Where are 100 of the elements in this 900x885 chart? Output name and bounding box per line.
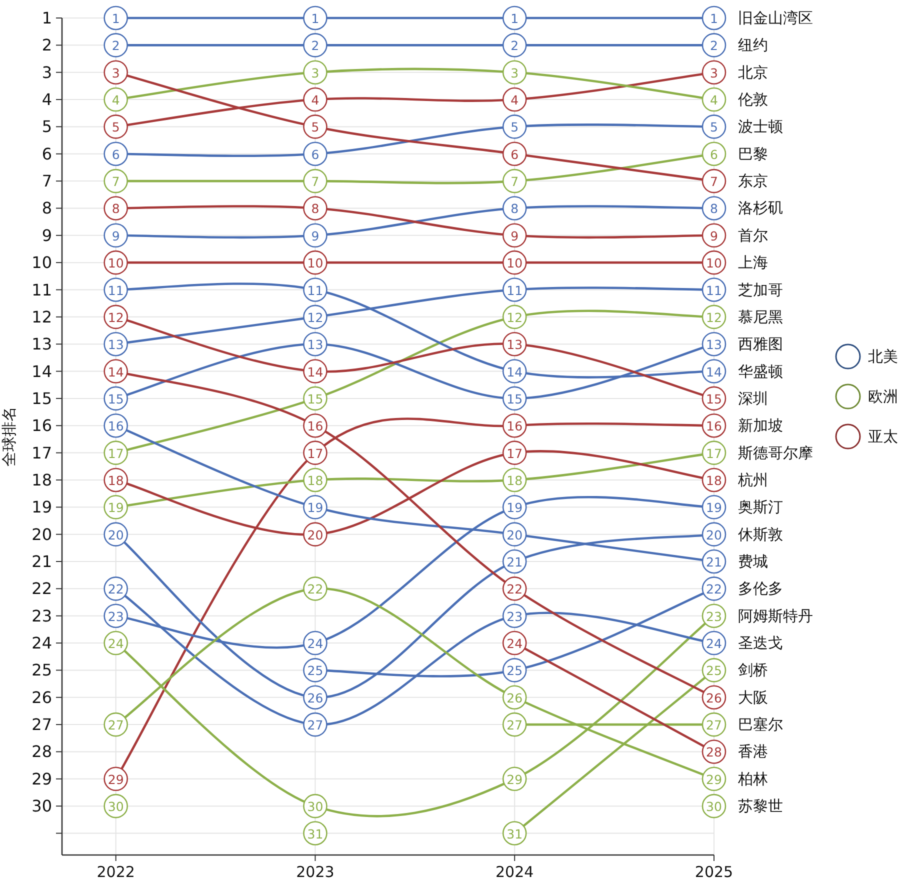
data-label: 20	[506, 527, 523, 542]
data-label: 27	[108, 718, 124, 733]
point	[702, 6, 726, 30]
point	[303, 33, 328, 58]
data-label: 3	[710, 65, 718, 80]
data-label: 12	[108, 310, 124, 325]
data-label: 3	[510, 65, 519, 80]
series-label: 首尔	[738, 226, 768, 244]
data-label: 7	[710, 174, 718, 190]
series-label: 香港	[738, 742, 768, 761]
data-label: 10	[307, 256, 324, 271]
point	[702, 168, 726, 194]
data-label: 10	[108, 256, 124, 271]
series-label: 华盛顿	[738, 362, 783, 380]
y-tick-label: 30	[32, 796, 52, 816]
data-label: 8	[710, 201, 718, 216]
data-label: 9	[710, 228, 718, 244]
y-tick-label: 3	[42, 62, 52, 82]
data-label: 14	[506, 364, 523, 380]
series-label: 圣迭戈	[738, 634, 783, 652]
data-label: 9	[112, 228, 120, 244]
data-label: 20	[307, 527, 324, 542]
series-label: 洛杉矶	[738, 199, 783, 218]
point	[702, 114, 726, 139]
series-label: 深圳	[738, 389, 768, 408]
data-label: 25	[506, 663, 523, 678]
series-label: 波士顿	[738, 118, 783, 136]
y-tick-label: 19	[32, 498, 52, 517]
series-label: 巴黎	[738, 144, 768, 163]
y-tick-label: 27	[32, 715, 52, 734]
data-label: 15	[706, 391, 722, 406]
data-label: 17	[108, 446, 124, 461]
data-label: 15	[307, 391, 324, 406]
y-tick-label: 12	[32, 307, 52, 326]
data-label: 15	[506, 391, 523, 406]
y-tick-label: 9	[42, 226, 52, 245]
data-label: 21	[506, 554, 523, 570]
y-tick-label: 1	[42, 8, 52, 28]
data-label: 24	[108, 636, 124, 652]
data-label: 30	[307, 799, 324, 814]
y-tick-label: 18	[32, 470, 52, 490]
data-label: 16	[307, 418, 324, 434]
data-label: 29	[706, 772, 722, 787]
data-label: 24	[506, 636, 523, 652]
y-tick-label: 10	[32, 253, 52, 272]
data-label: 14	[706, 364, 722, 380]
data-label: 25	[706, 663, 722, 678]
data-label: 22	[706, 582, 722, 597]
data-label: 4	[510, 92, 519, 108]
series-label: 伦敦	[738, 90, 768, 109]
y-tick-label: 11	[32, 280, 52, 300]
data-label: 10	[706, 256, 722, 271]
data-label: 2	[311, 38, 320, 54]
x-tick-label: 2023	[296, 863, 334, 881]
data-label: 6	[112, 146, 120, 162]
series-label: 西雅图	[738, 335, 783, 354]
data-label: 9	[311, 228, 320, 244]
data-label: 26	[307, 690, 324, 706]
data-label: 1	[311, 11, 320, 26]
data-label: 17	[506, 446, 523, 461]
data-label: 18	[108, 472, 124, 488]
series-label: 新加坡	[738, 416, 783, 435]
y-tick-label: 15	[32, 388, 52, 408]
series-label: 阿姆斯特丹	[738, 606, 813, 625]
y-tick-label: 14	[32, 362, 52, 381]
data-label: 16	[108, 418, 124, 434]
data-label: 24	[307, 636, 324, 652]
data-label: 19	[307, 500, 324, 516]
data-label: 27	[307, 718, 324, 733]
y-tick-label: 6	[42, 144, 52, 164]
data-label: 27	[706, 718, 722, 733]
series-label: 多伦多	[738, 580, 783, 598]
data-label: 5	[510, 120, 519, 135]
data-label: 23	[108, 608, 124, 624]
series-label: 东京	[738, 172, 768, 190]
data-label: 19	[706, 500, 722, 516]
point	[502, 6, 527, 30]
data-label: 11	[108, 282, 124, 298]
data-label: 5	[112, 120, 120, 135]
series-label: 奥斯汀	[738, 498, 783, 516]
series-label: 巴塞尔	[738, 716, 783, 734]
y-tick-label: 4	[42, 90, 52, 110]
data-label: 14	[108, 364, 124, 380]
data-label: 6	[510, 146, 519, 162]
series-label: 旧金山湾区	[738, 9, 813, 27]
y-tick-label: 29	[32, 769, 52, 788]
series-label: 苏黎世	[738, 797, 783, 816]
data-label: 1	[510, 11, 519, 26]
data-label: 27	[506, 718, 523, 733]
data-label: 13	[706, 337, 722, 352]
data-label: 11	[506, 282, 523, 298]
data-label: 11	[706, 282, 722, 298]
data-label: 17	[706, 446, 722, 461]
point	[502, 60, 527, 84]
data-label: 2	[112, 38, 120, 54]
data-label: 18	[506, 472, 523, 488]
data-label: 3	[112, 65, 120, 80]
data-label: 28	[706, 744, 722, 760]
data-label: 5	[311, 120, 320, 135]
data-label: 9	[510, 228, 519, 244]
